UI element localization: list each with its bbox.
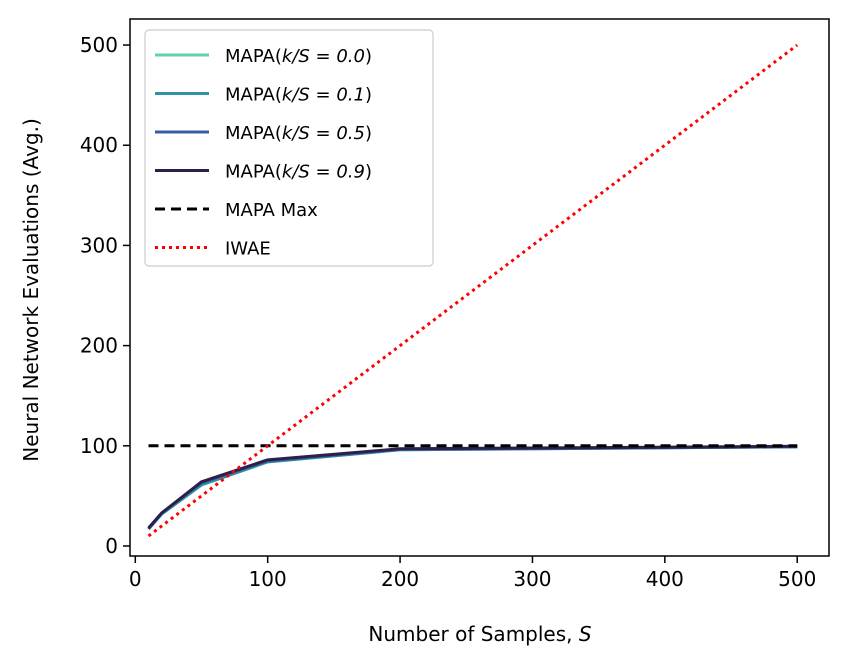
- x-axis-label: Number of Samples, S: [368, 622, 591, 646]
- legend-label-5: IWAE: [225, 239, 271, 260]
- y-tick-label-0: 0: [105, 534, 118, 558]
- series-line-3: [147, 444, 798, 529]
- axes: 0 100 200 300 400 500 0 100 200 300 400 500: [80, 18, 830, 591]
- legend-label-3: MAPA(k/S = 0.9): [225, 162, 372, 183]
- x-tick-label-300: 300: [513, 567, 551, 591]
- legend-label-2: MAPA(k/S = 0.5): [225, 123, 372, 144]
- y-tick-label-300: 300: [80, 233, 118, 257]
- legend: MAPA(k/S = 0.0) MAPA(k/S = 0.1) MAPA(k/S =…: [144, 29, 434, 267]
- x-tick-label-100: 100: [249, 567, 287, 591]
- legend-label-1: MAPA(k/S = 0.1): [225, 85, 372, 106]
- y-axis-label: Neural Network Evaluations (Avg.): [19, 118, 43, 462]
- y-tick-label-400: 400: [80, 133, 118, 157]
- legend-label-4: MAPA Max: [225, 200, 318, 221]
- legend-label-0: MAPA(k/S = 0.0): [225, 46, 372, 67]
- x-tick-label-400: 400: [646, 567, 684, 591]
- series-line-1: [147, 445, 798, 530]
- series-line-5: [147, 43, 799, 538]
- legend-box: [144, 29, 434, 267]
- x-tick-label-0: 0: [129, 567, 142, 591]
- y-tick-label-500: 500: [80, 33, 118, 57]
- series-line-2: [147, 445, 798, 530]
- plot-area: [147, 43, 799, 538]
- x-tick-label-500: 500: [778, 567, 816, 591]
- series-line-0: [147, 445, 798, 530]
- y-tick-label-100: 100: [80, 434, 118, 458]
- plot-frame: [129, 18, 830, 557]
- y-tick-label-200: 200: [80, 334, 118, 358]
- x-tick-label-200: 200: [381, 567, 419, 591]
